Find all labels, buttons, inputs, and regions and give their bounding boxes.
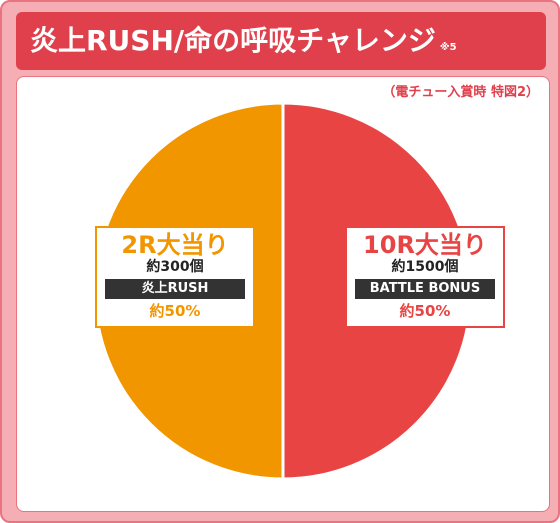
slice-label-2r: 2R大当り 約300個 炎上RUSH 約50%	[95, 226, 255, 328]
chart-subtitle: （電チュー入賞時 特図2）	[382, 85, 539, 100]
slice-label-10r-tag: BATTLE BONUS	[355, 279, 495, 299]
slice-label-10r-amount: 約1500個	[391, 259, 459, 275]
slice-label-2r-tag: 炎上RUSH	[105, 279, 245, 299]
title-main: 炎上RUSH/命の呼吸チャレンジ	[30, 24, 436, 57]
slice-label-10r-title: 10R大当り	[363, 231, 487, 259]
slice-label-2r-title: 2R大当り	[121, 231, 229, 259]
slice-label-2r-amount: 約300個	[146, 259, 204, 275]
slice-label-2r-percent: 約50%	[149, 302, 201, 320]
slice-label-10r-percent: 約50%	[399, 302, 451, 320]
chart-panel: （電チュー入賞時 特図2） 2R大当り 約300個 炎上RUSH 約50% 10…	[16, 76, 550, 512]
title-bar: 炎上RUSH/命の呼吸チャレンジ ※5	[16, 12, 546, 70]
title-text: 炎上RUSH/命の呼吸チャレンジ ※5	[30, 22, 457, 67]
title-note: ※5	[439, 42, 457, 53]
slice-label-10r: 10R大当り 約1500個 BATTLE BONUS 約50%	[345, 226, 505, 328]
